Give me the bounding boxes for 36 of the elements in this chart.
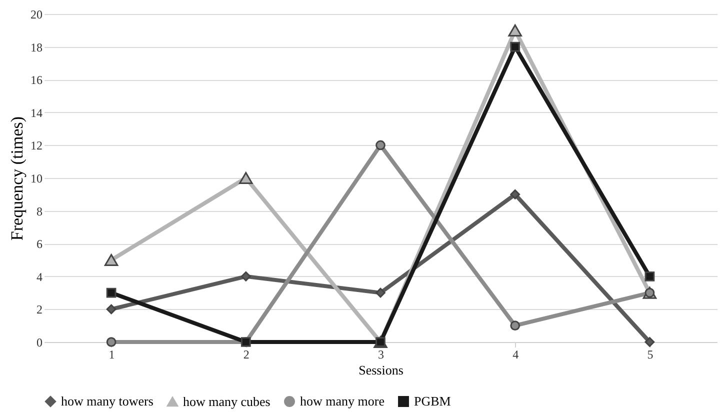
x-tick-label: 5 (647, 348, 654, 362)
point (508, 24, 522, 36)
y-tick-label: 18 (30, 40, 42, 54)
point (376, 288, 386, 298)
y-axis-title: Frequency (times) (8, 116, 26, 241)
legend-label: how many towers (61, 394, 154, 409)
point (510, 189, 520, 200)
point (510, 320, 520, 331)
y-tick-label: 6 (36, 237, 42, 252)
x-tick-label: 4 (512, 348, 519, 362)
point (510, 42, 520, 52)
y-tick-label: 16 (30, 73, 42, 88)
x-tick-label: 1 (108, 348, 115, 362)
y-tick-label: 12 (30, 138, 42, 153)
point (239, 172, 253, 184)
x-tick-label: 3 (378, 348, 384, 362)
point (644, 337, 655, 347)
point (106, 337, 116, 347)
point (104, 254, 118, 266)
y-tick-label: 20 (30, 8, 42, 22)
y-tick-label: 0 (36, 336, 42, 350)
y-tick-label: 14 (30, 106, 42, 120)
legend-label: how many more (300, 394, 385, 409)
y-tick-label: 4 (36, 270, 42, 284)
point (106, 288, 116, 298)
y-tick-label: 8 (36, 204, 42, 218)
y-tick-label: 2 (36, 302, 42, 317)
point (644, 271, 655, 282)
x-axis-title: Sessions (358, 362, 404, 378)
point (106, 304, 116, 314)
point (240, 271, 251, 282)
point (376, 140, 386, 150)
y-tick-label: 10 (30, 172, 42, 186)
x-tick-label: 2 (243, 348, 250, 362)
legend-label: how many cubes (183, 394, 270, 409)
legend-label: PGBM (414, 394, 452, 409)
